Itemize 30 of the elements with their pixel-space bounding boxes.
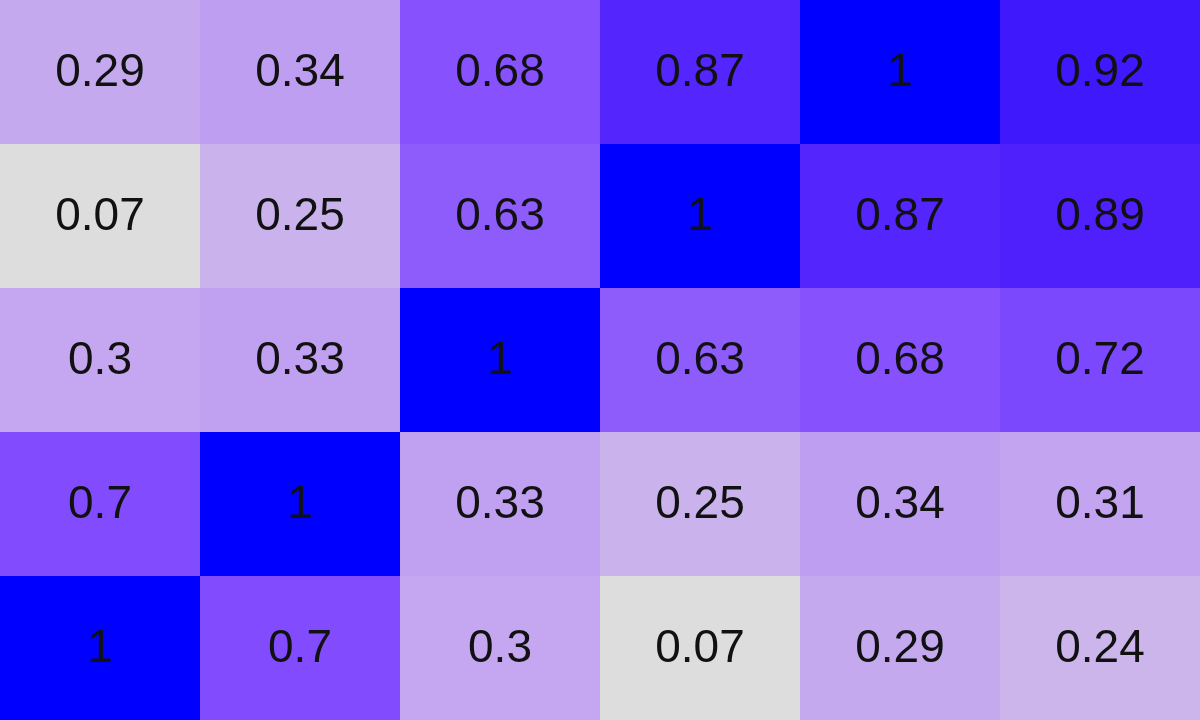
data-label: 0.34	[255, 44, 345, 96]
data-label: 0.72	[1055, 332, 1145, 384]
data-label: 0.68	[455, 44, 545, 96]
data-label: 0.87	[655, 44, 745, 96]
data-label: 0.68	[855, 332, 945, 384]
data-label: 1	[887, 44, 913, 96]
data-label: 1	[87, 620, 113, 672]
data-label: 0.3	[68, 332, 132, 384]
data-label: 0.7	[68, 476, 132, 528]
data-label: 0.07	[55, 188, 145, 240]
data-label: 0.92	[1055, 44, 1145, 96]
data-label: 0.29	[855, 620, 945, 672]
data-label: 0.29	[55, 44, 145, 96]
data-label: 0.7	[268, 620, 332, 672]
data-label: 0.31	[1055, 476, 1145, 528]
data-label: 0.3	[468, 620, 532, 672]
data-label: 1	[687, 188, 713, 240]
data-label: 0.25	[655, 476, 745, 528]
data-label: 1	[287, 476, 313, 528]
data-label: 0.25	[255, 188, 345, 240]
data-label: 0.89	[1055, 188, 1145, 240]
data-label: 0.63	[655, 332, 745, 384]
data-label: 0.34	[855, 476, 945, 528]
data-label: 0.87	[855, 188, 945, 240]
data-label: 1	[487, 332, 513, 384]
data-label: 0.33	[455, 476, 545, 528]
data-label: 0.24	[1055, 620, 1145, 672]
data-label: 0.07	[655, 620, 745, 672]
data-label: 0.63	[455, 188, 545, 240]
data-label: 0.33	[255, 332, 345, 384]
